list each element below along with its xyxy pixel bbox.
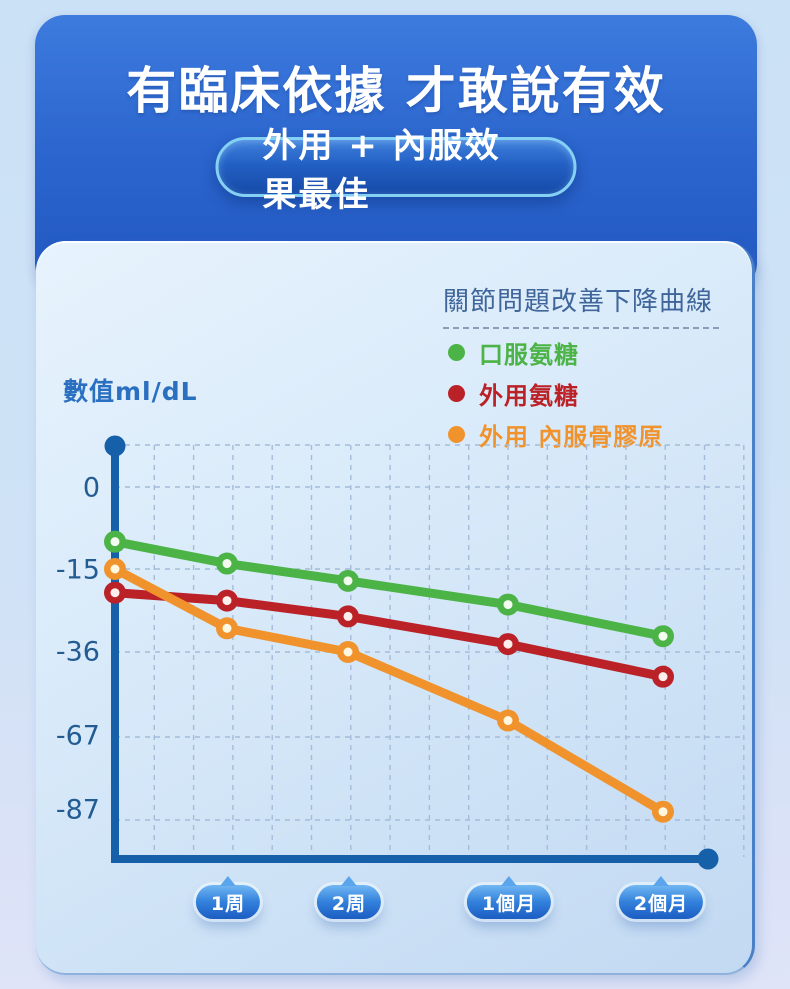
legend-item: 口服氨糖 [448,340,663,369]
line-chart [104,435,745,870]
x-tick-label: 1個月 [481,892,537,915]
legend-item: 外用 內服骨膠原 [448,422,663,451]
x-axis-pill: 2個月 [618,885,704,919]
legend-label: 外用氨糖 [479,382,579,410]
y-tick-label: 0 [82,472,100,504]
x-tick-label: 2個月 [633,892,689,915]
legend-item: 外用氨糖 [448,381,663,410]
x-tick-label: 2周 [331,892,367,915]
legend-label: 外用 內服骨膠原 [479,423,664,451]
subtitle-pill: 外用 + 內服效果最佳 [215,126,577,215]
legend-dot-icon [448,426,465,443]
subtitle-text: 外用 + 內服效果最佳 [262,126,501,215]
chart-card: 關節問題改善下降曲線 口服氨糖 外用氨糖 外用 內服骨膠原 數值ml/dL 0 … [36,241,755,975]
legend-label: 口服氨糖 [479,341,579,369]
y-tick-label: -36 [55,636,100,668]
y-axis-label: 數值ml/dL [63,377,198,406]
chart-legend: 口服氨糖 外用氨糖 外用 內服骨膠原 [448,340,663,463]
x-axis-pill: 1周 [195,885,261,919]
x-axis-pill: 1個月 [466,885,552,919]
y-tick-label: -15 [55,554,100,586]
legend-dot-icon [448,344,465,361]
page-title: 有臨床依據 才敢說有效 [126,62,666,120]
legend-dot-icon [448,385,465,402]
y-tick-label: -87 [55,794,100,826]
x-tick-label: 1周 [210,892,246,915]
y-tick-label: -67 [55,720,100,752]
chart-title: 關節問題改善下降曲線 [443,281,720,329]
x-axis-pill: 2周 [316,885,382,919]
